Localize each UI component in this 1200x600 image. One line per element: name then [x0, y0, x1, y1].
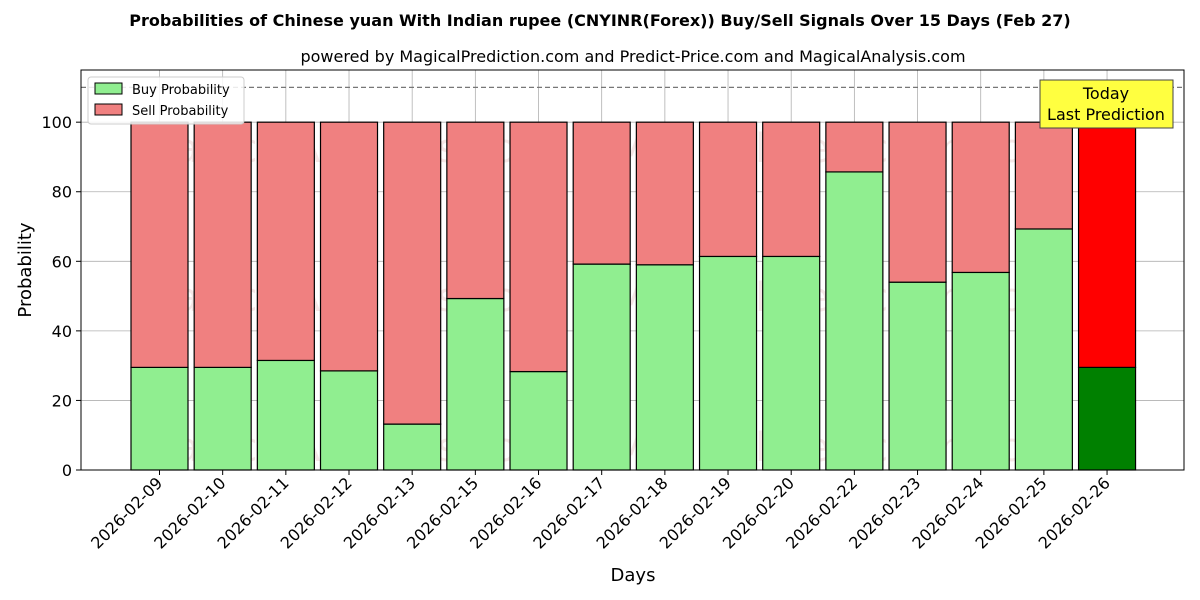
legend-swatch-sell: [94, 103, 123, 116]
bar-sell: [1014, 121, 1073, 230]
y-tick-label: 60: [52, 252, 72, 271]
bar-buy: [256, 359, 315, 471]
y-tick-label: 40: [52, 322, 72, 341]
bar-buy: [698, 255, 758, 471]
bar-sell: [256, 121, 315, 362]
bar-buy: [383, 423, 442, 471]
bar-buy: [1077, 366, 1137, 471]
y-tick-label: 20: [52, 391, 72, 410]
today-annotation-box: [1039, 79, 1174, 129]
bar-buy: [635, 264, 694, 471]
y-tick-label: 80: [52, 183, 72, 202]
y-tick-label: 0: [62, 461, 72, 480]
bar-sell: [446, 121, 505, 300]
bars: [130, 121, 1137, 471]
bar-buy: [762, 255, 821, 471]
bar-sell: [635, 121, 694, 266]
bar-sell: [130, 121, 189, 368]
x-axis-label: Days: [611, 565, 656, 586]
bar-sell: [951, 121, 1010, 274]
bar-buy: [825, 171, 884, 471]
legend-label-buy: Buy Probability: [132, 83, 230, 98]
y-tick-label: 100: [41, 113, 72, 132]
bar-sell: [888, 121, 947, 283]
bar-buy: [193, 366, 252, 471]
bar-buy: [509, 370, 568, 471]
bar-buy: [888, 281, 947, 471]
y-axis-label: Probability: [15, 222, 36, 317]
bar-sell: [509, 121, 568, 373]
bar-buy: [572, 263, 631, 471]
bar-sell: [698, 121, 758, 258]
legend-box: [87, 76, 245, 125]
legend-swatch-buy: [94, 82, 123, 95]
today-annotation-line1: Today: [1082, 84, 1129, 103]
bar-sell: [319, 121, 379, 372]
bar-sell: [762, 121, 821, 258]
bar-buy: [1014, 228, 1073, 471]
bar-sell: [193, 121, 252, 368]
legend: Buy Probability Sell Probability: [87, 76, 245, 125]
bar-sell: [383, 121, 442, 425]
bar-buy: [446, 297, 505, 471]
chart-subtitle: powered by MagicalPrediction.com and Pre…: [300, 47, 965, 66]
y-ticks: 0 20 40 60 80 100: [41, 113, 81, 480]
bar-sell: [572, 121, 631, 265]
chart-title: Probabilities of Chinese yuan With India…: [129, 11, 1070, 30]
today-annotation-line2: Last Prediction: [1047, 105, 1165, 124]
legend-label-sell: Sell Probability: [132, 104, 229, 119]
bar-buy: [319, 370, 379, 471]
today-annotation: Today Last Prediction: [1039, 79, 1174, 129]
bar-sell: [825, 121, 884, 173]
bar-buy: [130, 366, 189, 471]
bar-sell: [1077, 121, 1137, 368]
bar-buy: [951, 271, 1010, 471]
x-ticks: 2026-02-092026-02-102026-02-112026-02-12…: [87, 470, 1114, 553]
plot-frame: [80, 69, 1185, 471]
